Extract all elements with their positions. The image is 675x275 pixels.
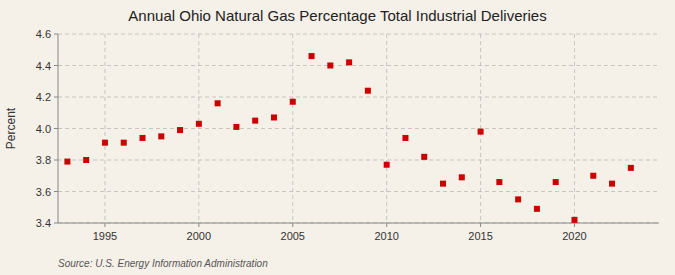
- point: [64, 159, 70, 165]
- y-tick: [54, 191, 58, 192]
- y-grid-line: [58, 34, 659, 35]
- y-tick-label: 4.2: [36, 91, 51, 103]
- x-tick-label: 2020: [562, 230, 586, 242]
- point: [440, 181, 446, 187]
- point: [177, 127, 183, 133]
- y-grid-line: [58, 97, 659, 98]
- y-grid-line: [58, 65, 659, 66]
- point: [515, 196, 521, 202]
- y-tick-label: 4.6: [36, 28, 51, 40]
- point: [271, 114, 277, 120]
- y-tick: [54, 97, 58, 98]
- x-tick-label: 2010: [374, 230, 398, 242]
- point: [102, 140, 108, 146]
- y-tick-label: 3.8: [36, 154, 51, 166]
- y-axis-label: Percent: [4, 107, 18, 149]
- y-tick: [54, 34, 58, 35]
- point: [290, 99, 296, 105]
- x-tick: [574, 223, 575, 227]
- x-tick: [480, 223, 481, 227]
- point: [590, 173, 596, 179]
- point: [140, 135, 146, 141]
- x-tick-label: 2005: [281, 230, 305, 242]
- y-tick-label: 4.0: [36, 123, 51, 135]
- points: [64, 53, 633, 223]
- point: [421, 154, 427, 160]
- x-grid-line: [198, 34, 199, 223]
- y-tick: [54, 160, 58, 161]
- y-grid-line: [58, 223, 659, 224]
- point: [309, 53, 315, 59]
- x-tick-label: 2000: [187, 230, 211, 242]
- x-grid-line: [386, 34, 387, 223]
- y-grid-line: [58, 191, 659, 192]
- point: [215, 100, 221, 106]
- point: [478, 129, 484, 135]
- point: [83, 157, 89, 163]
- x-tick: [386, 223, 387, 227]
- y-grid-line: [58, 160, 659, 161]
- point: [402, 135, 408, 141]
- y-tick-label: 3.6: [36, 186, 51, 198]
- point: [365, 88, 371, 94]
- x-tick-label: 1995: [93, 230, 117, 242]
- point: [121, 140, 127, 146]
- point: [609, 181, 615, 187]
- x-grid-line: [292, 34, 293, 223]
- point: [158, 133, 164, 139]
- y-axis-line: [58, 34, 59, 223]
- x-tick: [198, 223, 199, 227]
- title: Annual Ohio Natural Gas Percentage Total…: [128, 7, 546, 24]
- y-tick: [54, 223, 58, 224]
- point: [252, 118, 258, 124]
- x-grid-line: [104, 34, 105, 223]
- point: [196, 121, 202, 127]
- point: [553, 179, 559, 185]
- x-grid-line: [480, 34, 481, 223]
- point: [571, 217, 577, 223]
- point: [496, 179, 502, 185]
- point: [384, 162, 390, 168]
- x-tick: [292, 223, 293, 227]
- y-grid-line: [58, 128, 659, 129]
- point: [346, 59, 352, 65]
- x-grid-line: [574, 34, 575, 223]
- source-note: Source: U.S. Energy Information Administ…: [58, 258, 268, 269]
- point: [534, 206, 540, 212]
- grid: [58, 34, 659, 223]
- y-tick: [54, 65, 58, 66]
- point: [459, 174, 465, 180]
- y-tick-label: 3.4: [36, 217, 51, 229]
- point: [628, 165, 634, 171]
- y-tick-label: 4.4: [36, 60, 51, 72]
- point: [327, 63, 333, 69]
- x-tick-label: 2015: [468, 230, 492, 242]
- point: [233, 124, 239, 130]
- x-tick: [104, 223, 105, 227]
- y-tick: [54, 128, 58, 129]
- x-axis-line: [58, 223, 659, 224]
